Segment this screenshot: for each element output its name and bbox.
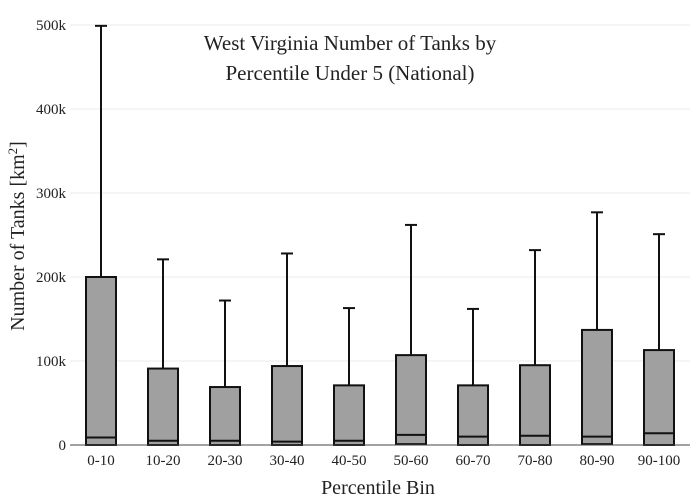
box-80-90 bbox=[581, 211, 613, 446]
x-tick-label: 40-50 bbox=[332, 453, 367, 469]
box-body bbox=[581, 328, 613, 446]
chart-title-line-1: West Virginia Number of Tanks by bbox=[204, 31, 497, 55]
box-body bbox=[147, 367, 179, 446]
box-body bbox=[271, 365, 303, 447]
x-tick-labels: 0-10 10-20 20-30 30-40 40-50 50-60 60-70 70-80 8… bbox=[87, 453, 680, 469]
y-tick-label: 300k bbox=[36, 186, 67, 202]
box-10-20 bbox=[147, 258, 179, 446]
x-tick-label: 20-30 bbox=[208, 453, 243, 469]
box-body bbox=[519, 364, 551, 447]
y-tick-label: 400k bbox=[36, 102, 67, 118]
box-layer bbox=[85, 24, 675, 447]
x-tick-label: 10-20 bbox=[146, 453, 181, 469]
x-tick-label: 90-100 bbox=[638, 453, 681, 469]
y-axis-title-superscript: 2 bbox=[5, 148, 20, 155]
x-axis-title: Percentile Bin bbox=[321, 477, 435, 499]
x-tick-label: 60-70 bbox=[456, 453, 491, 469]
box-90-100 bbox=[643, 233, 675, 446]
x-tick-label: 80-90 bbox=[580, 453, 615, 469]
x-tick-label: 70-80 bbox=[518, 453, 553, 469]
box-40-50 bbox=[333, 307, 365, 446]
x-tick-label: 30-40 bbox=[270, 453, 305, 469]
box-body bbox=[643, 349, 675, 446]
box-body bbox=[333, 384, 365, 446]
box-body bbox=[395, 354, 427, 446]
box-body bbox=[457, 384, 489, 446]
y-axis-title-suffix: ] bbox=[7, 141, 29, 148]
x-tick-label: 50-60 bbox=[394, 453, 429, 469]
box-50-60 bbox=[395, 223, 427, 446]
chart-title-line-2: Percentile Under 5 (National) bbox=[226, 61, 475, 85]
box-70-80 bbox=[519, 249, 551, 447]
y-axis-title-main: Number of Tanks [km bbox=[7, 154, 29, 331]
box-body bbox=[85, 276, 117, 446]
box-0-10 bbox=[85, 24, 117, 446]
y-tick-labels: 0 100k 200k 300k 400k 500k bbox=[36, 18, 67, 454]
y-axis-title: Number of Tanks [km2] bbox=[5, 141, 29, 331]
box-30-40 bbox=[271, 252, 303, 447]
y-tick-label: 0 bbox=[59, 438, 67, 454]
x-tick-label: 0-10 bbox=[87, 453, 115, 469]
y-tick-label: 100k bbox=[36, 354, 67, 370]
box-20-30 bbox=[209, 299, 241, 447]
box-body bbox=[209, 386, 241, 447]
box-60-70 bbox=[457, 307, 489, 446]
y-tick-label: 200k bbox=[36, 270, 67, 286]
y-tick-label: 500k bbox=[36, 18, 67, 34]
